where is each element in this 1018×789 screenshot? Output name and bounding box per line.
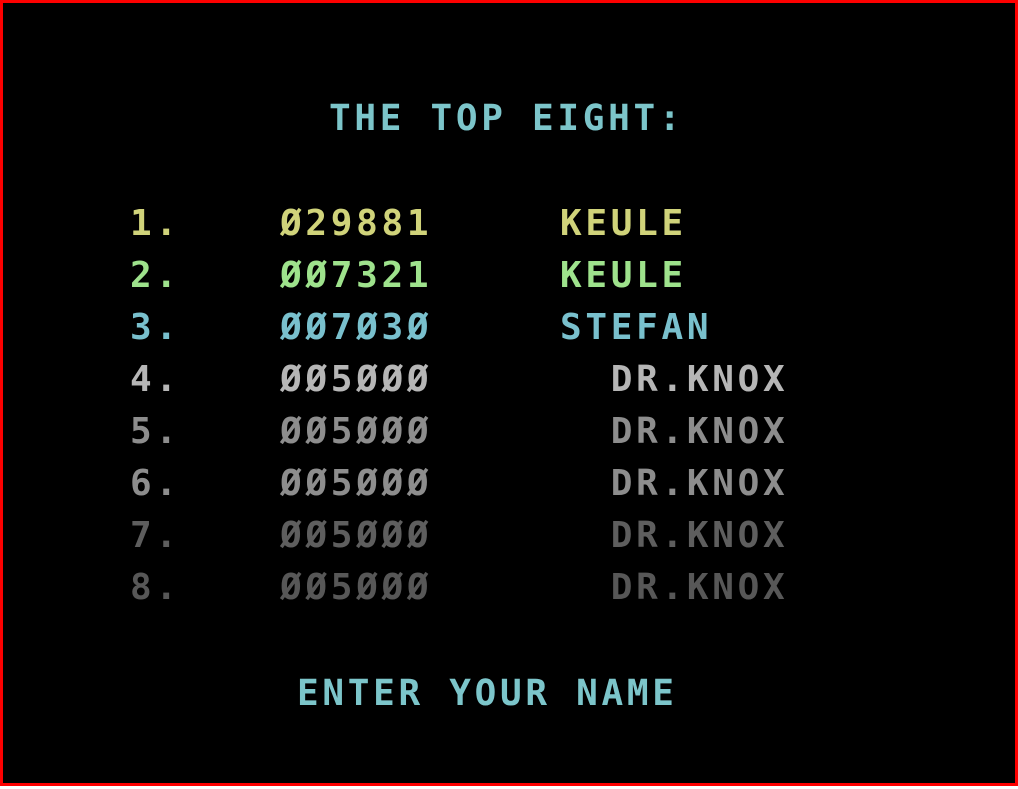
rank-label: 3. xyxy=(130,307,181,348)
score-value: ØØ5ØØØ xyxy=(280,515,433,556)
enter-name-prompt: ENTER YOUR NAME xyxy=(297,673,678,714)
score-value: ØØ7Ø3Ø xyxy=(280,307,433,348)
highscore-row: 6. ØØ5ØØØ DR.KNOX xyxy=(3,466,1015,502)
player-name: STEFAN xyxy=(560,307,713,348)
player-name: DR.KNOX xyxy=(560,567,789,608)
player-name: DR.KNOX xyxy=(560,359,789,400)
highscore-row: 3. ØØ7Ø3Ø STEFAN xyxy=(3,310,1015,346)
player-name: DR.KNOX xyxy=(560,463,789,504)
rank-label: 7. xyxy=(130,515,181,556)
player-name: DR.KNOX xyxy=(560,411,789,452)
player-name: DR.KNOX xyxy=(560,515,789,556)
highscore-row: 7. ØØ5ØØØ DR.KNOX xyxy=(3,518,1015,554)
highscore-row: 4. ØØ5ØØØ DR.KNOX xyxy=(3,362,1015,398)
player-name: KEULE xyxy=(560,203,687,244)
highscore-row: 1. Ø29881 KEULE xyxy=(3,206,1015,242)
player-name: KEULE xyxy=(560,255,687,296)
rank-label: 4. xyxy=(130,359,181,400)
score-value: ØØ5ØØØ xyxy=(280,359,433,400)
page-title: THE TOP EIGHT: xyxy=(329,98,685,139)
rank-label: 6. xyxy=(130,463,181,504)
rank-label: 2. xyxy=(130,255,181,296)
score-value: Ø29881 xyxy=(280,203,433,244)
rank-label: 1. xyxy=(130,203,181,244)
score-value: ØØ5ØØØ xyxy=(280,567,433,608)
highscore-row: 2. ØØ7321 KEULE xyxy=(3,258,1015,294)
highscore-row: 5. ØØ5ØØØ DR.KNOX xyxy=(3,414,1015,450)
rank-label: 5. xyxy=(130,411,181,452)
rank-label: 8. xyxy=(130,567,181,608)
score-value: ØØ5ØØØ xyxy=(280,411,433,452)
highscore-row: 8. ØØ5ØØØ DR.KNOX xyxy=(3,570,1015,606)
score-value: ØØ5ØØØ xyxy=(280,463,433,504)
score-value: ØØ7321 xyxy=(280,255,433,296)
